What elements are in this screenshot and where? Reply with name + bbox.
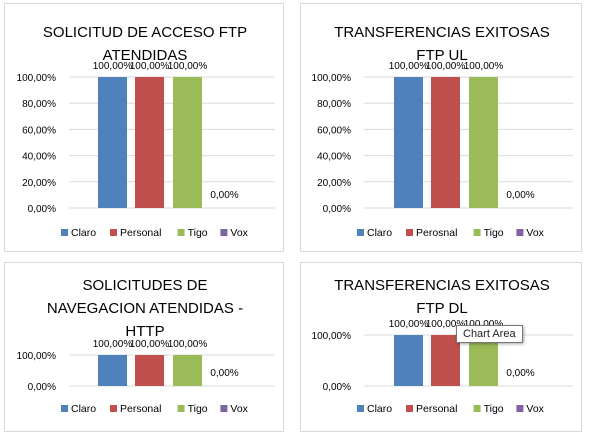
- legend-label: Personal: [120, 227, 161, 239]
- chart-title-line: NAVEGACION ATENDIDAS -: [47, 300, 243, 317]
- y-tick-label: 0,00%: [28, 204, 56, 215]
- data-label: 0,00%: [506, 190, 534, 201]
- y-tick-label: 100,00%: [17, 73, 57, 84]
- legend-swatch-vox: [220, 405, 228, 412]
- legend-label: Claro: [71, 403, 96, 415]
- data-label: 0,00%: [506, 368, 534, 379]
- bar-tigo: [469, 77, 498, 208]
- data-label: 100,00%: [130, 339, 170, 350]
- chart-svg: TRANSFERENCIAS EXITOSAS FTP DL 0,00% 100,00…: [312, 277, 573, 415]
- y-tick-label: 80,00%: [317, 99, 351, 110]
- legend-swatch-tigo: [473, 229, 481, 236]
- legend-label: Claro: [367, 227, 392, 239]
- chart-title-line: SOLICITUDES DE: [82, 277, 207, 294]
- data-label: 100,00%: [93, 61, 133, 72]
- y-tick-label: 60,00%: [22, 125, 56, 136]
- legend-label: Tigo: [188, 227, 208, 239]
- data-label: 0,00%: [210, 190, 238, 201]
- bar-tigo: [173, 355, 202, 386]
- legend-label: Vox: [526, 227, 544, 239]
- legend-swatch-personal: [110, 405, 117, 412]
- chart-svg: SOLICITUD DE ACCESO FTP ATENDIDAS 0,00% 20,…: [17, 24, 275, 239]
- chart-title-line: TRANSFERENCIAS EXITOSAS: [334, 24, 550, 41]
- legend-swatch-claro: [357, 229, 364, 236]
- data-label: 0,00%: [210, 368, 238, 379]
- chart-panel-ftp-ul[interactable]: TRANSFERENCIAS EXITOSAS FTP UL 0,00% 20,00%…: [300, 3, 582, 252]
- chart-svg: TRANSFERENCIAS EXITOSAS FTP UL 0,00% 20,00%…: [312, 24, 573, 239]
- bar-claro: [394, 335, 423, 386]
- y-tick-label: 40,00%: [317, 152, 351, 163]
- legend-label: Vox: [230, 403, 248, 415]
- legend-label: Vox: [526, 403, 544, 415]
- data-label: 100,00%: [389, 319, 429, 330]
- data-label: 100,00%: [464, 319, 504, 330]
- y-tick-label: 60,00%: [317, 125, 351, 136]
- y-tick-label: 0,00%: [323, 382, 351, 393]
- y-tick-label: 0,00%: [323, 204, 351, 215]
- legend-label: Claro: [367, 403, 392, 415]
- y-tick-label: 100,00%: [312, 331, 352, 342]
- chart-title-line: FTP UL: [416, 47, 467, 64]
- chart-svg: SOLICITUDES DE NAVEGACION ATENDIDAS - HTTP…: [17, 277, 275, 415]
- data-label: 100,00%: [426, 61, 466, 72]
- chart-panel-ftp-dl[interactable]: TRANSFERENCIAS EXITOSAS FTP DL 0,00% 100,00…: [300, 262, 582, 432]
- legend-swatch-claro: [357, 405, 364, 412]
- chart-panel-http[interactable]: SOLICITUDES DE NAVEGACION ATENDIDAS - HTTP…: [4, 262, 284, 432]
- data-label: 100,00%: [168, 61, 208, 72]
- data-label: 100,00%: [93, 339, 133, 350]
- chart-title-line: HTTP: [125, 323, 164, 340]
- legend-swatch-vox: [516, 229, 524, 236]
- legend-swatch-claro: [61, 229, 68, 236]
- legend-swatch-tigo: [177, 229, 185, 236]
- legend-label: Claro: [71, 227, 96, 239]
- legend-swatch-personal: [406, 405, 413, 412]
- legend-swatch-tigo: [177, 405, 185, 412]
- chart-title-line: TRANSFERENCIAS EXITOSAS: [334, 277, 550, 294]
- y-tick-label: 100,00%: [17, 351, 57, 362]
- y-tick-label: 20,00%: [317, 178, 351, 189]
- legend-swatch-personal: [406, 229, 413, 236]
- bar-claro: [98, 355, 127, 386]
- legend-swatch-personal: [110, 229, 117, 236]
- bar-personal: [431, 335, 460, 386]
- bar-tigo: [173, 77, 202, 208]
- y-tick-label: 20,00%: [22, 178, 56, 189]
- chart-title-line: SOLICITUD DE ACCESO FTP: [43, 24, 247, 41]
- legend-label: Tigo: [484, 403, 504, 415]
- chart-panel-ftp-access[interactable]: SOLICITUD DE ACCESO FTP ATENDIDAS 0,00% 20,…: [4, 3, 284, 252]
- legend-label: Tigo: [484, 227, 504, 239]
- legend-label: Personal: [120, 403, 161, 415]
- y-tick-label: 80,00%: [22, 99, 56, 110]
- legend-swatch-vox: [220, 229, 228, 236]
- legend-swatch-tigo: [473, 405, 481, 412]
- chart-title-line: ATENDIDAS: [103, 47, 188, 64]
- data-label: 100,00%: [130, 61, 170, 72]
- data-label: 100,00%: [168, 339, 208, 350]
- legend-swatch-vox: [516, 405, 524, 412]
- data-label: 100,00%: [464, 61, 504, 72]
- bar-tigo: [469, 335, 498, 386]
- y-tick-label: 100,00%: [312, 73, 352, 84]
- bar-claro: [98, 77, 127, 208]
- bar-personal: [135, 355, 164, 386]
- bar-claro: [394, 77, 423, 208]
- y-tick-label: 0,00%: [28, 382, 56, 393]
- bar-personal: [431, 77, 460, 208]
- legend-label: Personal: [416, 403, 457, 415]
- y-tick-label: 40,00%: [22, 152, 56, 163]
- legend-label: Vox: [230, 227, 248, 239]
- chart-area-tooltip: Chart Area: [456, 325, 523, 343]
- legend-label: Tigo: [188, 403, 208, 415]
- chart-title-line: FTP DL: [416, 300, 467, 317]
- legend-swatch-claro: [61, 405, 68, 412]
- data-label: 100,00%: [426, 319, 466, 330]
- legend-label: Perosnal: [416, 227, 457, 239]
- data-label: 100,00%: [389, 61, 429, 72]
- bar-personal: [135, 77, 164, 208]
